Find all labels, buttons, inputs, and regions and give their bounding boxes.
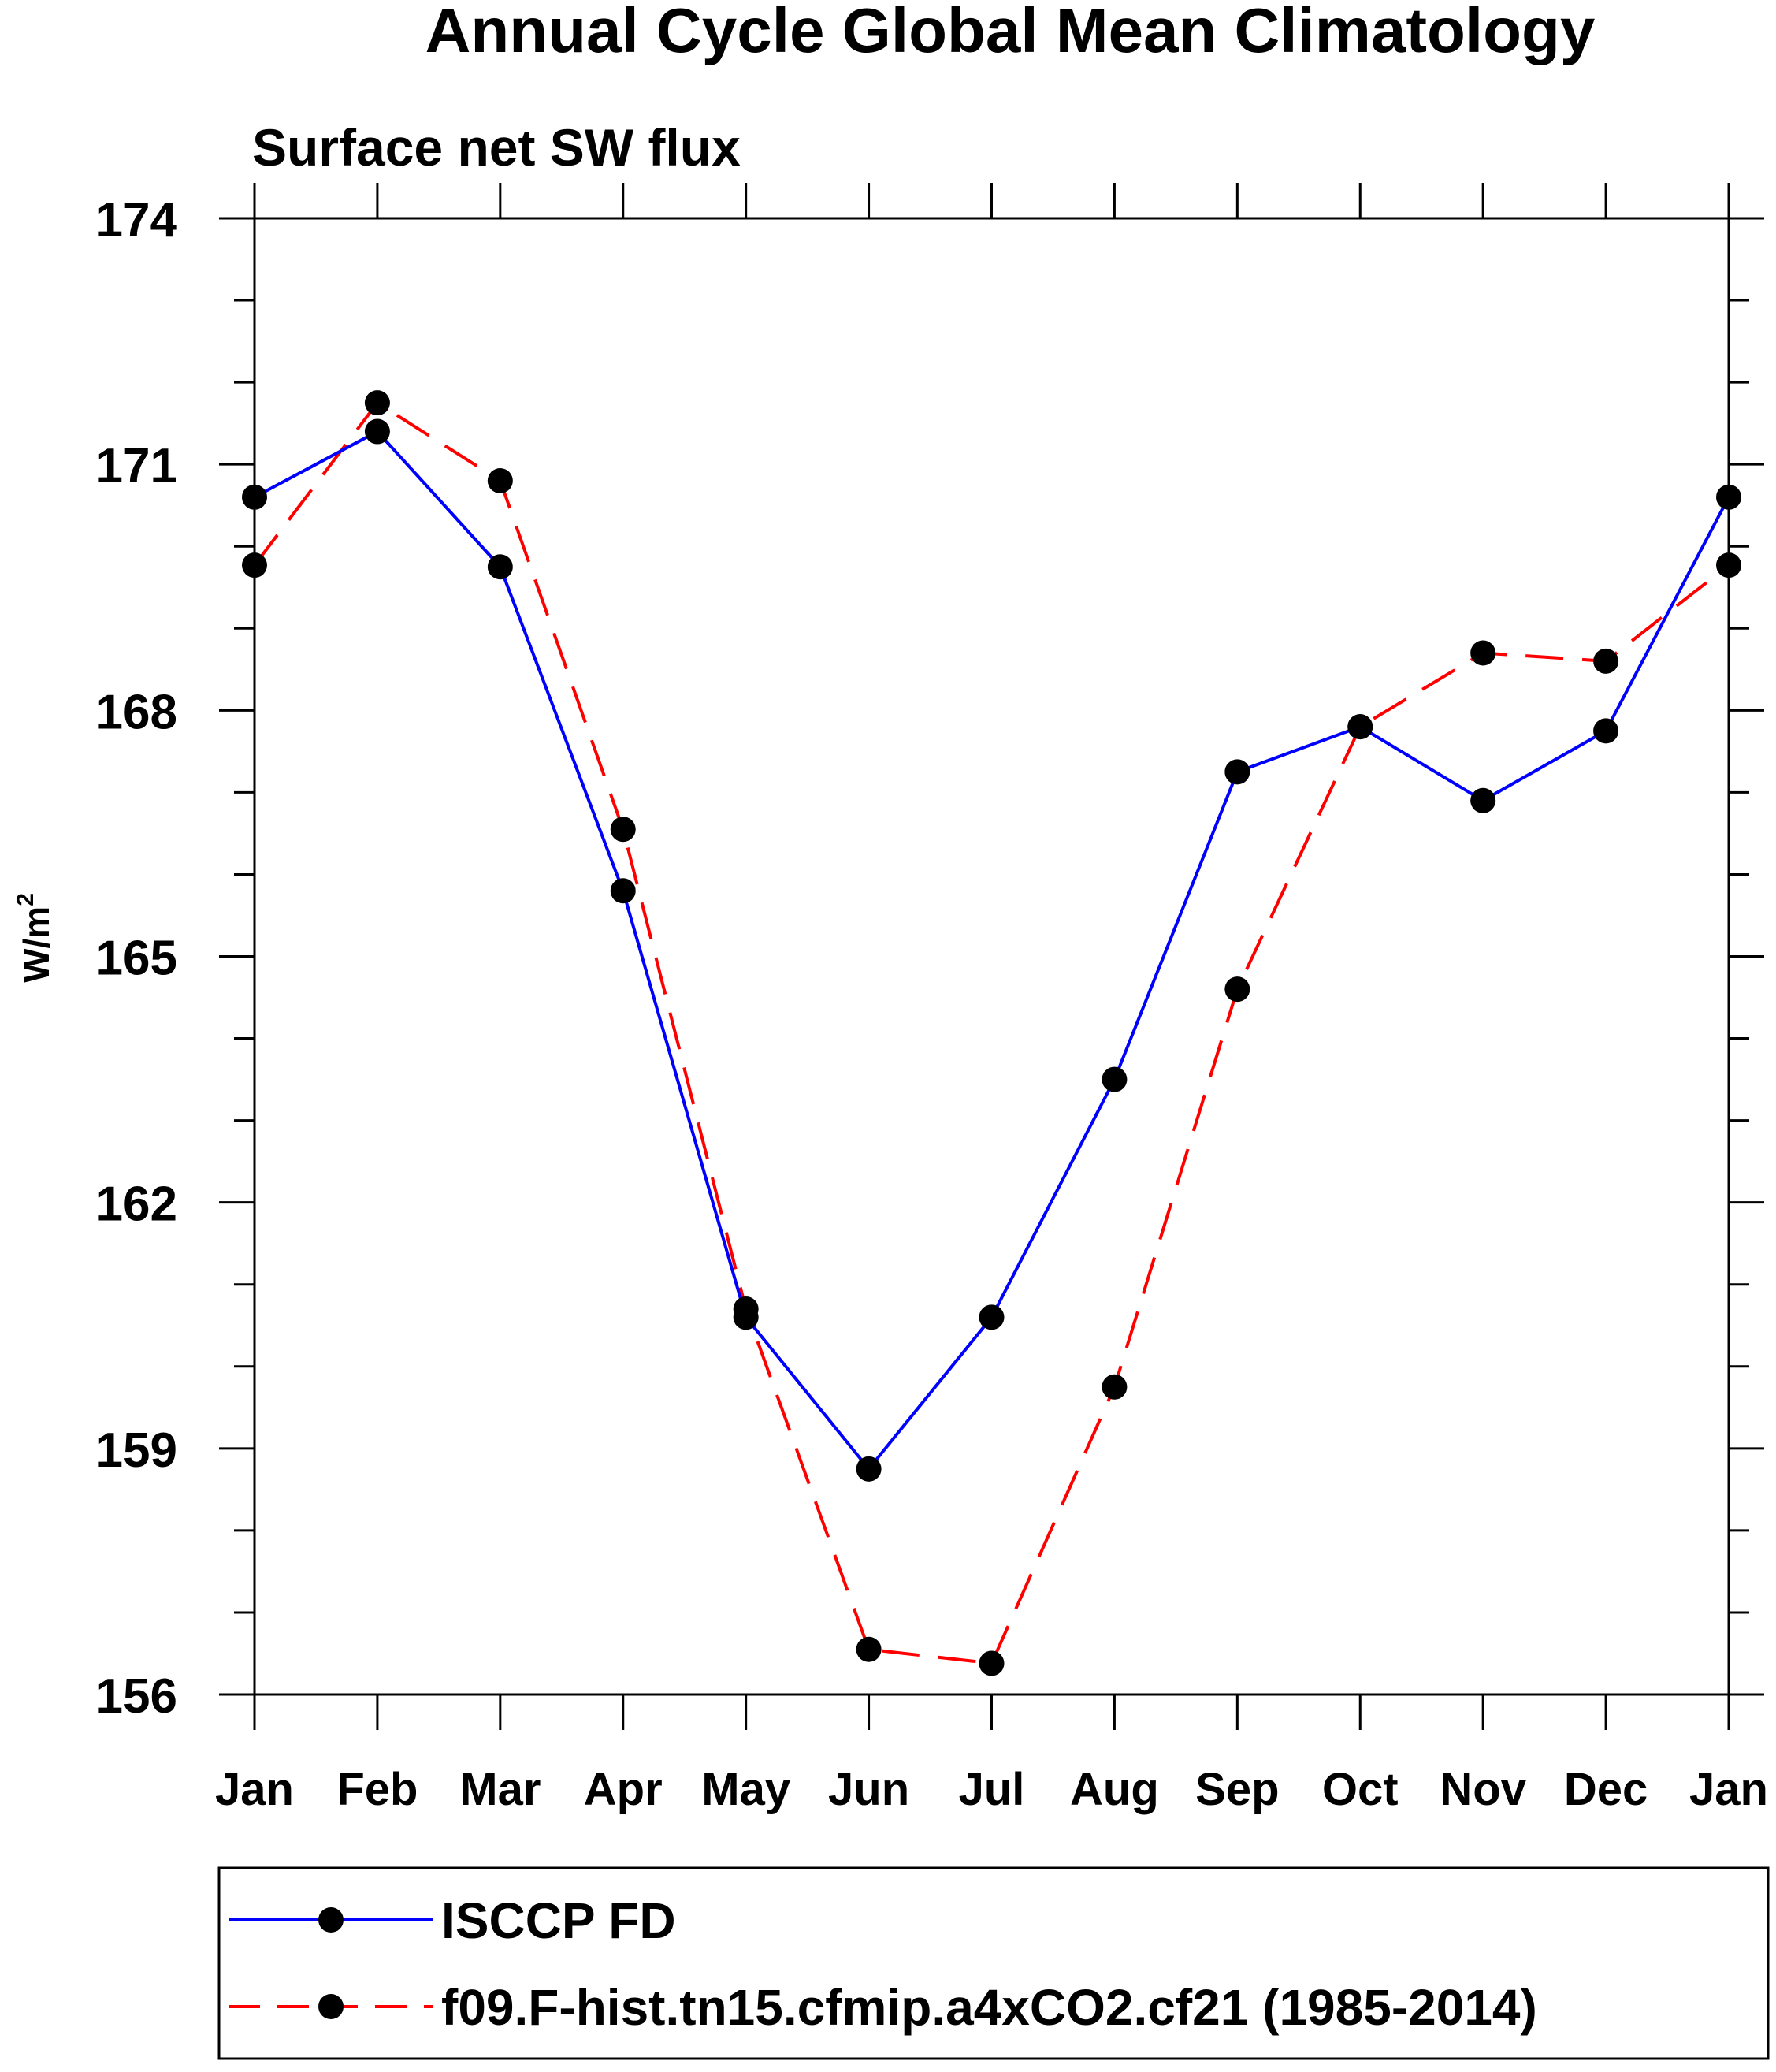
x-tick-label: Nov — [1440, 1764, 1526, 1815]
x-tick-label: Feb — [336, 1764, 418, 1815]
x-tick-label: Jun — [828, 1764, 909, 1815]
legend-marker — [318, 1994, 344, 2019]
y-tick-label: 156 — [96, 1669, 177, 1724]
data-point — [487, 554, 513, 580]
data-point — [364, 418, 390, 445]
data-point — [1347, 714, 1373, 740]
x-tick-label: Mar — [459, 1764, 541, 1815]
series-line — [253, 400, 1730, 1665]
legend-layer: ISCCP FD f09.F-hist.tn15.cfmip.a4xCO2.cf2… — [229, 1892, 1537, 2036]
x-tick-label: May — [701, 1764, 790, 1815]
x-tick-label: Sep — [1195, 1764, 1279, 1815]
y-tick-label: 174 — [96, 193, 178, 247]
y-axis-label: W/m2 — [13, 893, 57, 983]
data-point — [242, 552, 267, 578]
data-point — [487, 467, 513, 493]
axis-layer: 156 159 162 165 168 171 174 Jan Feb Mar Apr May Jun J… — [96, 183, 1768, 1815]
series-layer — [242, 390, 1741, 1676]
data-point — [610, 817, 636, 843]
chart-title: Annual Cycle Global Mean Climatology — [425, 0, 1596, 65]
x-tick-label: Jan — [1689, 1764, 1768, 1815]
data-point — [856, 1456, 882, 1482]
data-point — [733, 1296, 759, 1322]
y-tick-label: 168 — [96, 685, 177, 739]
x-tick-label: Oct — [1322, 1764, 1399, 1815]
legend-marker — [318, 1907, 344, 1933]
data-point — [1224, 976, 1250, 1003]
data-point — [856, 1636, 882, 1662]
legend-box — [217, 1866, 1770, 2060]
data-point — [979, 1304, 1005, 1330]
data-point — [1102, 1066, 1128, 1092]
data-point — [364, 390, 390, 416]
data-point — [1102, 1374, 1128, 1400]
data-point — [979, 1650, 1005, 1676]
data-point — [242, 484, 267, 510]
legend-label: f09.F-hist.tn15.cfmip.a4xCO2.cf21 (1985-… — [441, 1979, 1537, 2036]
data-point — [1470, 640, 1496, 666]
x-tick-label: Apr — [584, 1764, 663, 1815]
y-tick-label: 162 — [96, 1177, 177, 1232]
data-point — [1716, 484, 1741, 510]
legend-label: ISCCP FD — [441, 1892, 676, 1949]
data-point — [1593, 648, 1619, 674]
plot-frame — [253, 217, 1730, 1696]
y-tick-label: 159 — [96, 1423, 177, 1478]
data-point — [610, 878, 636, 904]
y-axis-label-base: W/m — [16, 906, 57, 983]
chart-subtitle: Surface net SW flux — [252, 118, 741, 177]
x-tick-label: Dec — [1564, 1764, 1648, 1815]
data-point — [1593, 718, 1619, 744]
x-tick-label: Jul — [959, 1764, 1025, 1815]
x-tick-label: Aug — [1070, 1764, 1159, 1815]
y-axis-label-superscript: 2 — [13, 893, 39, 906]
data-point — [1470, 787, 1496, 813]
x-tick-label: Jan — [215, 1764, 294, 1815]
data-point — [1224, 759, 1250, 785]
data-point — [1716, 552, 1741, 578]
y-tick-label: 171 — [96, 439, 177, 493]
y-tick-label: 165 — [96, 932, 177, 986]
